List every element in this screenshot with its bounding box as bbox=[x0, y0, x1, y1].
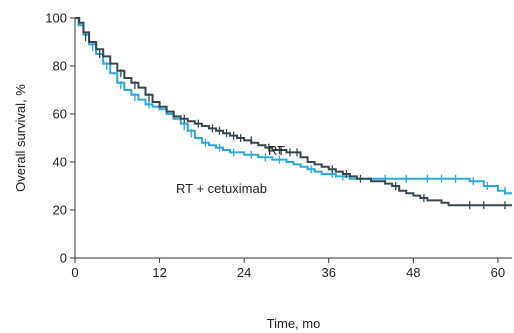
plot-area bbox=[75, 17, 512, 210]
series-label-rt-cetuximab: RT + cetuximab bbox=[176, 181, 267, 196]
y-tick-label: 100 bbox=[45, 11, 67, 26]
x-axis-title: Time, mo bbox=[267, 316, 321, 331]
series-label-rt: RT bbox=[268, 143, 285, 158]
y-tick-label: 40 bbox=[53, 155, 67, 170]
survival-curve-rt-cetuximab bbox=[75, 17, 512, 195]
y-tick-label: 80 bbox=[53, 59, 67, 74]
x-tick-label: 0 bbox=[71, 265, 78, 280]
x-tick-label: 36 bbox=[322, 265, 336, 280]
y-tick-label: 0 bbox=[60, 251, 67, 266]
x-tick-label: 60 bbox=[491, 265, 505, 280]
x-tick-label: 48 bbox=[406, 265, 420, 280]
x-tick-label: 12 bbox=[152, 265, 166, 280]
y-tick-label: 20 bbox=[53, 203, 67, 218]
x-tick-label: 24 bbox=[237, 265, 251, 280]
survival-curve-rt bbox=[75, 17, 512, 207]
axes: 0 20 40 60 80 100 0 12 24 36 48 60 bbox=[45, 11, 512, 280]
y-axis-title: Overall survival, % bbox=[13, 84, 28, 192]
y-tick-label: 60 bbox=[53, 107, 67, 122]
